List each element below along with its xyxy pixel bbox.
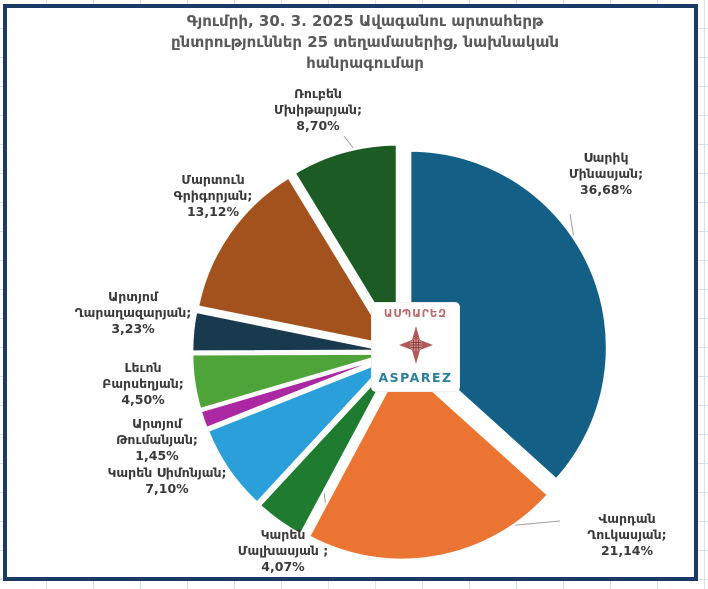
pie-slice-6 (190, 352, 390, 411)
asparez-logo-latin-text: ASPAREZ (378, 370, 453, 385)
chart-title: Գյումրի, 30. 3. 2025 Ավագանու արտահերթ ը… (170, 12, 560, 72)
pie-slice-4 (206, 357, 392, 505)
pie-slices (190, 143, 609, 561)
asparez-logo-armenian-text: ԱՍՊԱՐԵԶ (383, 308, 448, 320)
pie-slice-3 (257, 360, 395, 537)
slice-label-6: Լեւոն Բարսեղյան; 4,50% (102, 360, 184, 407)
pie-slice-2 (307, 360, 550, 561)
pie-slice-9 (292, 143, 399, 346)
pie-slice-5 (199, 354, 391, 430)
slice-label-2: Վարդան Ղուկասյան; 21,14% (587, 511, 667, 558)
slice-label-8: Մարտուն Գրիգորյան; 13,12% (173, 172, 253, 219)
slice-label-7: Արտյոմ Ղարաղազարյան; 3,23% (74, 289, 192, 336)
asparez-logo: ԱՍՊԱՐԵԶ ASPAREZ (371, 302, 460, 392)
slice-label-9: Ռուբեն Մխիթարյան; 8,70% (274, 86, 362, 133)
slice-label-5: Արտյոմ Թումանյան; 1,45% (116, 416, 198, 463)
pie-slice-7 (190, 310, 390, 353)
slice-label-4: Կարեն Սիմոնյան; 7,10% (107, 465, 227, 496)
slice-label-3: Կարեն Մալխասյան ; 4,07% (237, 527, 329, 574)
slice-label-1: Սարիկ Մինասյան; 36,68% (568, 150, 644, 197)
pie-slice-1 (408, 149, 609, 482)
pie-slice-8 (196, 175, 394, 348)
compass-star-icon (398, 326, 433, 364)
